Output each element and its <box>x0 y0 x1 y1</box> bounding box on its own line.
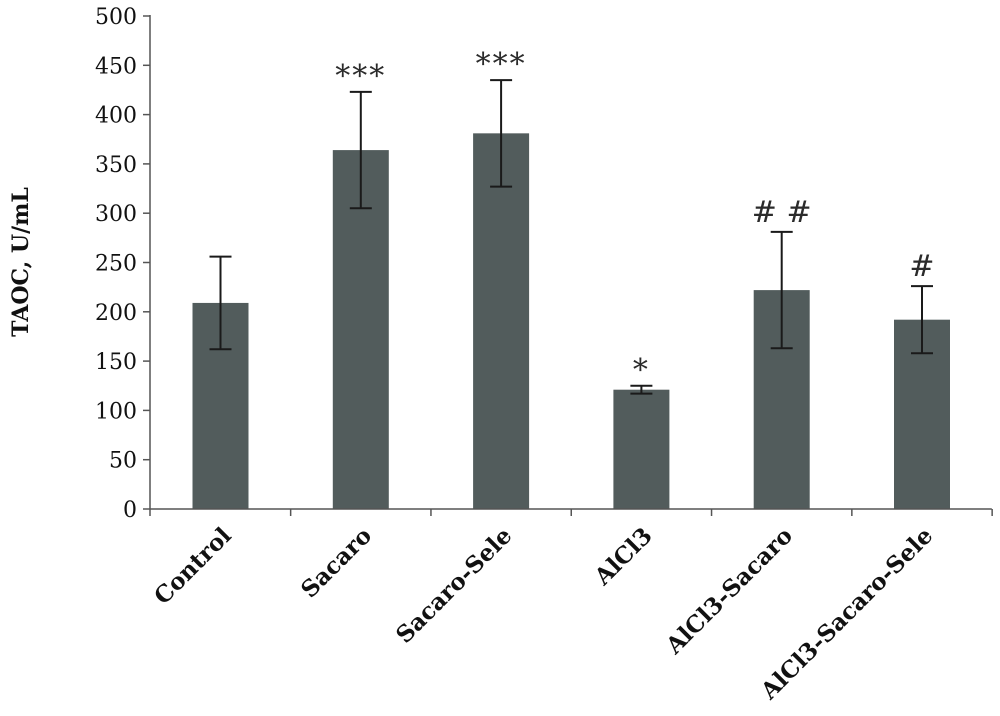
significance-annotations: *** ****# ## <box>335 47 934 388</box>
bars <box>192 133 950 510</box>
y-tick-label: 300 <box>95 202 137 227</box>
x-tick-label: AlCl3 <box>589 522 658 591</box>
y-tick-label: 500 <box>95 5 137 30</box>
y-tick-label: 400 <box>95 104 137 129</box>
significance-label: # # <box>752 195 812 230</box>
y-tick-label: 350 <box>95 153 137 178</box>
significance-label: *** <box>476 47 527 82</box>
x-tick-label: Control <box>149 522 237 610</box>
y-tick-label: 200 <box>95 301 137 326</box>
y-tick-label: 450 <box>95 54 137 79</box>
significance-label: *** <box>335 59 386 94</box>
x-axis: Control Sacaro Sacaro-Sele AlCl3 AlCl3-Sacar… <box>149 508 993 705</box>
x-tick-label: Sacaro <box>296 522 377 603</box>
y-tick-label: 150 <box>95 350 137 375</box>
y-axis: 0 50 100 150 200 250 300 350 400 450 500 <box>95 5 151 523</box>
x-tick-label: Sacaro-Sele <box>391 522 518 649</box>
bar <box>473 133 530 510</box>
y-tick-label: 0 <box>123 498 137 523</box>
error-bars <box>209 79 933 395</box>
bar <box>613 389 670 509</box>
y-tick-label: 100 <box>95 399 137 424</box>
y-tick-label: 50 <box>109 449 137 474</box>
bar <box>332 150 389 509</box>
x-tick-label: AlCl3-Sacaro <box>660 522 798 660</box>
y-axis-label: TAOC, U/mL <box>8 187 34 337</box>
significance-label: * <box>633 353 650 388</box>
y-tick-label: 250 <box>95 252 137 277</box>
significance-label: # <box>909 249 934 284</box>
